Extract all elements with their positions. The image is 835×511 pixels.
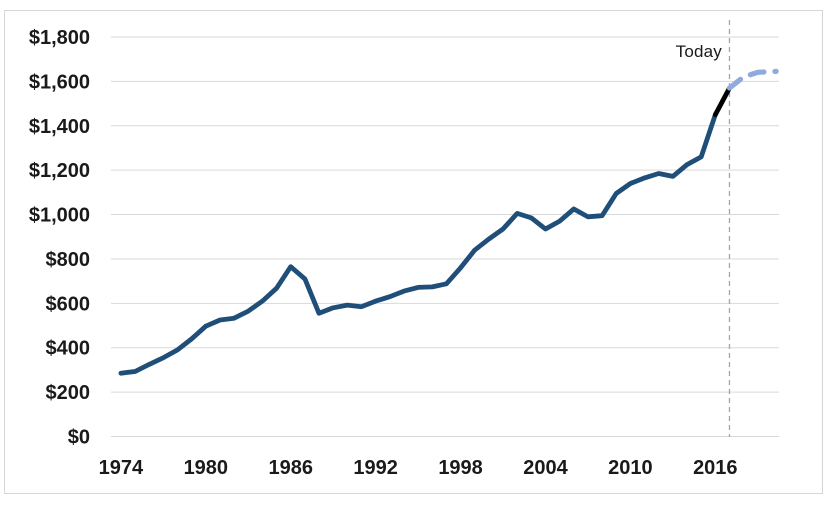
y-tick-label: $200 (46, 382, 91, 404)
x-tick-label: 2016 (693, 457, 738, 479)
series-historical-line (118, 112, 718, 376)
y-tick-label: $600 (46, 293, 91, 315)
x-tick-label: 1998 (438, 457, 483, 479)
series-forecast-line (726, 68, 779, 91)
today-annotation-label: Today (675, 42, 722, 61)
y-tick-label: $1,600 (29, 71, 90, 93)
x-tick-label: 2010 (608, 457, 653, 479)
series-recent-actual-line (712, 85, 732, 118)
x-tick-label: 1986 (268, 457, 313, 479)
y-tick-label: $1,000 (29, 205, 90, 227)
y-tick-label: $800 (46, 249, 91, 271)
x-tick-label: 1974 (99, 457, 144, 479)
y-tick-label: $1,400 (29, 116, 90, 138)
y-tick-label: $1,800 (29, 27, 90, 49)
x-tick-label: 1992 (353, 457, 398, 479)
x-tick-label: 1980 (184, 457, 229, 479)
y-tick-label: $1,200 (29, 160, 90, 182)
y-tick-label: $0 (68, 427, 90, 449)
chart-border (4, 10, 823, 494)
y-tick-label: $400 (46, 338, 91, 360)
x-tick-label: 2004 (523, 457, 568, 479)
